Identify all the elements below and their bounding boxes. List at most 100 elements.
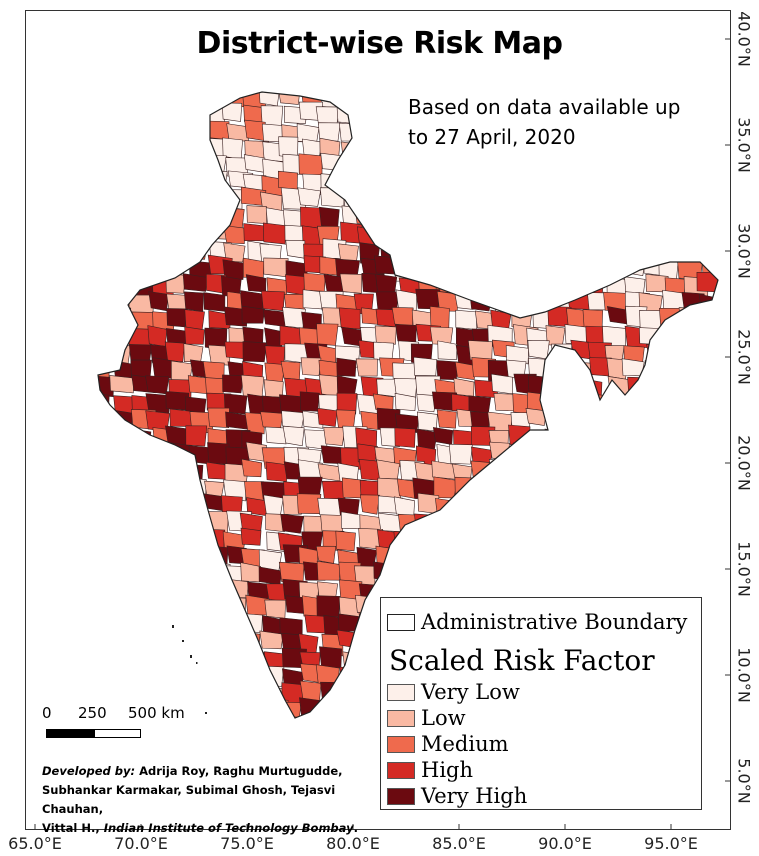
district-cell xyxy=(150,223,172,245)
district-cell xyxy=(394,155,414,177)
district-cell xyxy=(547,361,570,382)
district-cell xyxy=(353,119,380,140)
district-cell xyxy=(342,171,367,192)
district-cell xyxy=(112,273,133,291)
district-cell xyxy=(492,513,517,535)
district-cell xyxy=(696,271,718,293)
island-markers xyxy=(172,625,207,714)
district-cell xyxy=(374,203,396,225)
district-cell xyxy=(701,171,718,193)
district-cell xyxy=(170,172,194,194)
district-cell xyxy=(296,123,320,143)
district-cell xyxy=(98,339,113,359)
district-cell xyxy=(144,375,170,395)
district-cell xyxy=(700,427,718,447)
district-cell xyxy=(98,683,119,702)
district-cell xyxy=(433,190,460,212)
district-cell xyxy=(473,156,499,179)
district-cell xyxy=(335,715,357,718)
district-cell xyxy=(529,544,555,565)
legend-label-medium: Medium xyxy=(421,732,509,756)
district-cell xyxy=(98,425,119,446)
district-cell xyxy=(660,224,682,246)
district-cell xyxy=(509,460,533,480)
district-cell xyxy=(581,412,602,431)
district-cell xyxy=(583,171,605,194)
district-cell xyxy=(183,221,209,242)
district-cell xyxy=(263,494,284,516)
district-cell xyxy=(588,510,609,530)
district-cell xyxy=(187,629,213,652)
district-cell xyxy=(470,460,495,483)
district-cell xyxy=(701,679,718,702)
district-cell xyxy=(323,426,346,446)
district-cell xyxy=(129,616,155,636)
district-cell xyxy=(563,409,586,430)
district-cell xyxy=(356,226,380,246)
district-cell xyxy=(566,579,592,599)
district-cell xyxy=(488,475,509,497)
district-cell xyxy=(167,615,192,638)
district-cell xyxy=(396,206,422,228)
district-cell xyxy=(569,477,591,497)
district-cell xyxy=(282,425,305,447)
district-cell xyxy=(509,223,533,242)
x-tick-90: 90.0°E xyxy=(538,834,592,853)
district-cell xyxy=(454,239,476,260)
x-tick-70: 70.0°E xyxy=(114,834,168,853)
district-cell xyxy=(151,189,174,209)
district-cell xyxy=(436,527,460,550)
district-cell xyxy=(645,222,670,243)
district-cell xyxy=(171,207,196,228)
y-tick-30-label: 30.0°N xyxy=(734,223,754,279)
district-cell xyxy=(619,565,643,587)
district-cell xyxy=(185,425,208,447)
district-cell xyxy=(98,599,116,618)
district-cell xyxy=(186,513,210,532)
district-cell xyxy=(472,239,495,258)
district-cell xyxy=(98,191,112,214)
district-cell xyxy=(184,326,205,345)
district-cell xyxy=(434,226,456,246)
legend-row-low: Low xyxy=(387,706,466,730)
district-cell xyxy=(373,104,394,128)
district-cell xyxy=(396,191,419,212)
district-cell xyxy=(357,680,381,704)
district-cell xyxy=(623,157,647,177)
district-cell xyxy=(205,649,228,671)
district-cell xyxy=(202,361,225,381)
district-cell xyxy=(566,528,593,549)
district-cell xyxy=(204,599,230,622)
district-cell xyxy=(436,172,461,194)
district-cell xyxy=(127,259,152,282)
district-cell xyxy=(226,597,247,620)
district-cell xyxy=(638,564,665,584)
district-cell xyxy=(243,223,265,242)
district-cell xyxy=(569,171,590,194)
district-cell xyxy=(186,530,210,550)
y-tick-15-label: 15.0°N xyxy=(734,541,754,597)
legend-row-very-high: Very High xyxy=(387,784,527,808)
district-cell xyxy=(582,156,606,177)
district-cell xyxy=(589,475,610,499)
district-cell xyxy=(394,392,417,412)
district-cell xyxy=(171,548,191,568)
district-cell xyxy=(680,447,704,468)
district-cell xyxy=(111,191,136,213)
district-cell xyxy=(300,357,322,376)
district-cell xyxy=(565,429,590,452)
district-cell xyxy=(640,426,660,448)
district-cell xyxy=(643,445,666,465)
district-cell xyxy=(114,494,138,515)
district-cell xyxy=(429,306,450,329)
district-cell xyxy=(298,153,323,177)
district-cell xyxy=(282,153,303,175)
district-cell xyxy=(640,496,662,518)
district-cell xyxy=(98,138,115,160)
district-cell xyxy=(486,254,511,275)
district-cell xyxy=(470,188,494,212)
district-cell xyxy=(169,561,191,581)
district-cell xyxy=(512,205,534,224)
district-cell xyxy=(111,255,132,277)
district-cell xyxy=(258,92,280,107)
